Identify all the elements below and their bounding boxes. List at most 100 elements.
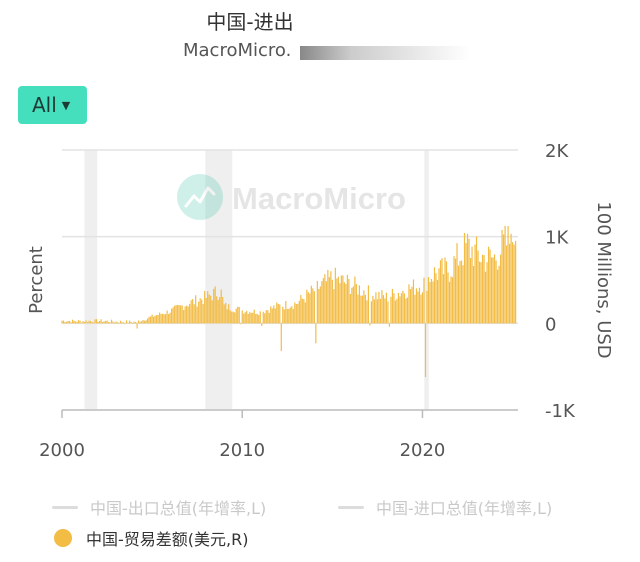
bar: [172, 307, 174, 324]
legend-item-trade-balance[interactable]: 中国-贸易差额(美元,R): [54, 526, 248, 550]
bar: [442, 274, 445, 324]
bar: [303, 299, 305, 324]
bar: [113, 322, 116, 324]
bar: [388, 323, 391, 327]
bar: [174, 305, 176, 324]
bar: [112, 321, 114, 324]
bar: [358, 285, 360, 324]
bar: [285, 301, 287, 324]
legend-item-import[interactable]: 中国-进口总值(年增率,L): [338, 495, 552, 519]
bar: [328, 277, 330, 324]
bar: [505, 245, 508, 324]
bar: [508, 243, 511, 324]
x-tick-label: 2000: [39, 440, 85, 461]
bar: [136, 323, 138, 329]
bar: [282, 306, 284, 324]
recession-band: [84, 150, 98, 410]
bar: [273, 305, 275, 324]
bar: [229, 310, 231, 324]
bar: [342, 275, 344, 324]
bar: [76, 321, 78, 324]
bar: [160, 314, 162, 324]
bar: [355, 284, 357, 324]
legend-label-export: 中国-出口总值(年增率,L): [90, 499, 267, 518]
bar: [510, 233, 512, 324]
bar: [348, 279, 350, 324]
bar: [309, 293, 311, 324]
bar: [321, 281, 323, 324]
bar: [77, 320, 80, 324]
bar: [101, 322, 104, 324]
bar: [207, 291, 209, 324]
bar: [262, 311, 264, 324]
bar: [199, 298, 201, 324]
bar: [408, 284, 410, 324]
bar: [421, 292, 424, 324]
bar: [83, 321, 86, 324]
bar: [134, 322, 137, 324]
bar: [118, 322, 120, 324]
bar: [354, 276, 356, 324]
bar: [375, 292, 377, 324]
source-redaction-fade: [300, 46, 470, 60]
bar: [133, 321, 135, 324]
bar: [496, 269, 499, 324]
bar: [246, 310, 248, 324]
bar: [189, 304, 191, 324]
y-tick-label: 0: [545, 314, 556, 335]
bar: [196, 306, 198, 324]
bar: [345, 284, 347, 324]
bar: [390, 296, 392, 324]
bar: [157, 314, 159, 324]
bar: [192, 299, 194, 324]
bar: [226, 309, 228, 324]
recession-band: [424, 150, 429, 410]
bar: [456, 243, 458, 324]
bar: [430, 278, 433, 324]
legend-dot-icon: [54, 529, 72, 547]
bar: [400, 293, 403, 324]
bar: [489, 249, 491, 324]
right-axis-label: 100 Millions, USD: [593, 201, 614, 358]
bar: [277, 303, 279, 324]
bar: [88, 320, 90, 324]
bar: [91, 322, 93, 324]
bar: [331, 279, 333, 324]
bar: [301, 298, 303, 324]
bar: [409, 289, 412, 324]
bar: [98, 320, 101, 324]
x-tick-label: 2020: [400, 440, 446, 461]
bar: [397, 292, 400, 324]
bar: [483, 255, 485, 324]
bar: [71, 319, 74, 324]
bar: [454, 258, 457, 324]
bar: [89, 320, 92, 324]
bar: [286, 308, 288, 324]
bar: [202, 303, 204, 324]
bar: [477, 250, 479, 324]
bar: [373, 299, 376, 324]
bar: [97, 322, 99, 324]
bar: [378, 291, 380, 324]
bar: [372, 295, 374, 324]
bar: [291, 306, 293, 324]
bar: [144, 320, 146, 324]
bar: [198, 301, 200, 324]
bar: [304, 302, 306, 324]
bar: [429, 282, 431, 324]
range-selector-button[interactable]: All ▼: [18, 86, 87, 124]
bar: [478, 261, 481, 324]
bar: [94, 319, 96, 324]
bar: [417, 291, 419, 324]
bar: [324, 274, 326, 324]
bar: [415, 288, 418, 324]
bar: [366, 300, 368, 324]
bar: [270, 306, 272, 324]
bar: [213, 288, 215, 324]
bar: [150, 316, 152, 324]
legend-label-trade-balance: 中国-贸易差额(美元,R): [86, 530, 249, 549]
legend-item-export[interactable]: 中国-出口总值(年增率,L): [52, 495, 266, 519]
bar: [244, 312, 246, 324]
bar: [393, 293, 395, 324]
bar: [247, 313, 249, 324]
